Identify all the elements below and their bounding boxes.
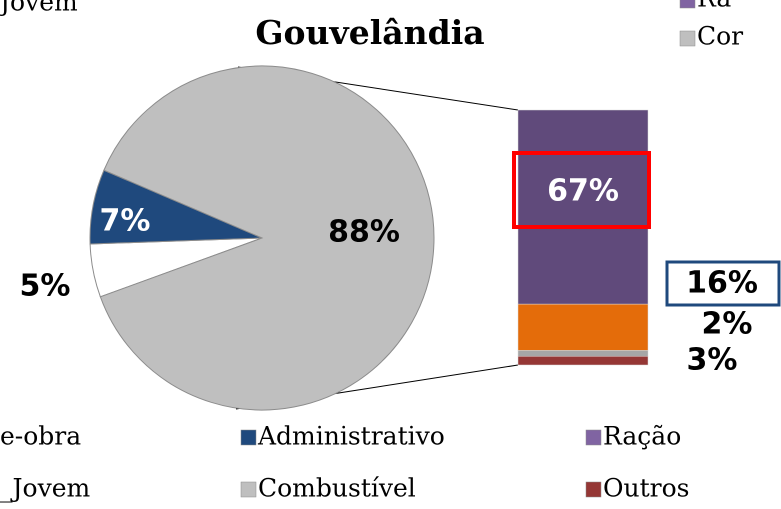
legend-label: Administrativo — [257, 422, 445, 451]
highlight-box — [512, 151, 651, 229]
legend-marker — [240, 481, 257, 498]
legend-label: Outros — [603, 474, 689, 503]
legend-label: Ra — [697, 0, 731, 13]
pie-label: 7% — [100, 204, 151, 239]
legend-label: _Jovem — [0, 474, 90, 503]
bar-segment — [517, 109, 649, 305]
legend-fragment: Jovem — [0, 0, 78, 17]
chart-title: Gouvelândia — [255, 13, 484, 52]
legend-marker — [240, 429, 257, 446]
bar-segment — [517, 350, 649, 357]
pie-label: 5% — [20, 269, 71, 304]
bar-segment — [517, 303, 649, 351]
legend-marker — [585, 481, 602, 498]
legend-label: e-obra — [0, 422, 81, 451]
bar-label: 3% — [687, 343, 738, 378]
legend-marker — [679, 30, 696, 47]
legend-marker — [679, 0, 696, 9]
bar-label: 16% — [686, 266, 758, 301]
legend-label: Combustível — [258, 474, 416, 503]
legend-label: Ração — [603, 422, 681, 451]
bar-label: 2% — [702, 307, 753, 342]
pie-label: 88% — [328, 215, 400, 250]
pie-slice — [99, 65, 435, 411]
highlight-box — [665, 260, 781, 307]
legend-marker — [585, 429, 602, 446]
bar-label: 67% — [547, 174, 619, 209]
bar-segment — [517, 356, 649, 366]
legend-label: Cor — [697, 22, 743, 51]
